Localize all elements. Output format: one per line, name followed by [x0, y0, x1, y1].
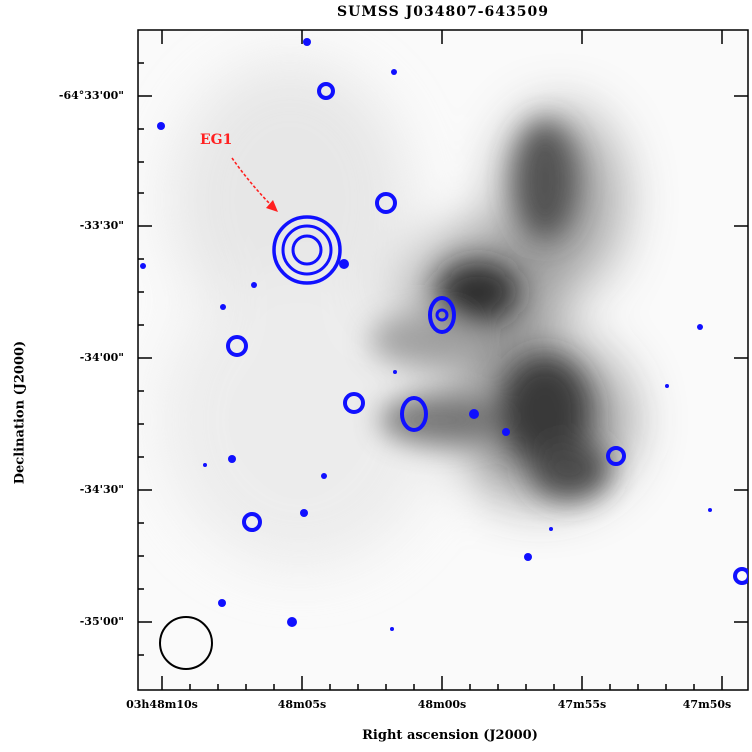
contour-source: [242, 512, 262, 532]
grayscale-radio-image: [138, 30, 748, 690]
contour-source: [400, 396, 428, 432]
x-axis-title: Right ascension (J2000): [362, 728, 538, 743]
eg1-arrow: [231, 157, 278, 212]
y-tick-label: -33'30": [79, 219, 124, 232]
y-tick-label: -34'30": [79, 483, 124, 496]
x-tick-label: 03h48m10s: [126, 698, 198, 711]
x-tick-label: 47m50s: [682, 698, 732, 711]
contour-source: [375, 192, 397, 214]
contour-source: [606, 446, 626, 466]
contour-eg1-mid: [281, 224, 333, 276]
x-tick-label: 47m55s: [557, 698, 607, 711]
contour-source: [428, 296, 456, 334]
x-tick-label: 48m00s: [417, 698, 467, 711]
contour-source: [733, 567, 748, 585]
y-tick-label: -64°33'00": [58, 89, 124, 102]
contour-eg1-inner: [291, 234, 323, 266]
contour-source: [226, 335, 248, 357]
y-axis-title: Declination (J2000): [12, 340, 28, 485]
radio-contours: [226, 82, 748, 585]
contour-source: [435, 308, 449, 322]
contour-eg1-outer: [272, 215, 342, 285]
eg1-label: EG1: [200, 132, 233, 148]
contour-source: [343, 392, 365, 414]
plot-frame: [137, 29, 749, 691]
x-tick-label: 48m05s: [277, 698, 327, 711]
contour-source: [317, 82, 335, 100]
figure-title: SUMSS J034807-643509: [337, 4, 549, 20]
y-tick-label: -35'00": [79, 615, 124, 628]
y-tick-label: -34'00": [79, 351, 124, 364]
beam-size-circle: [159, 616, 213, 670]
small-contour-dots: [140, 38, 712, 631]
tick-marks: [138, 30, 748, 690]
